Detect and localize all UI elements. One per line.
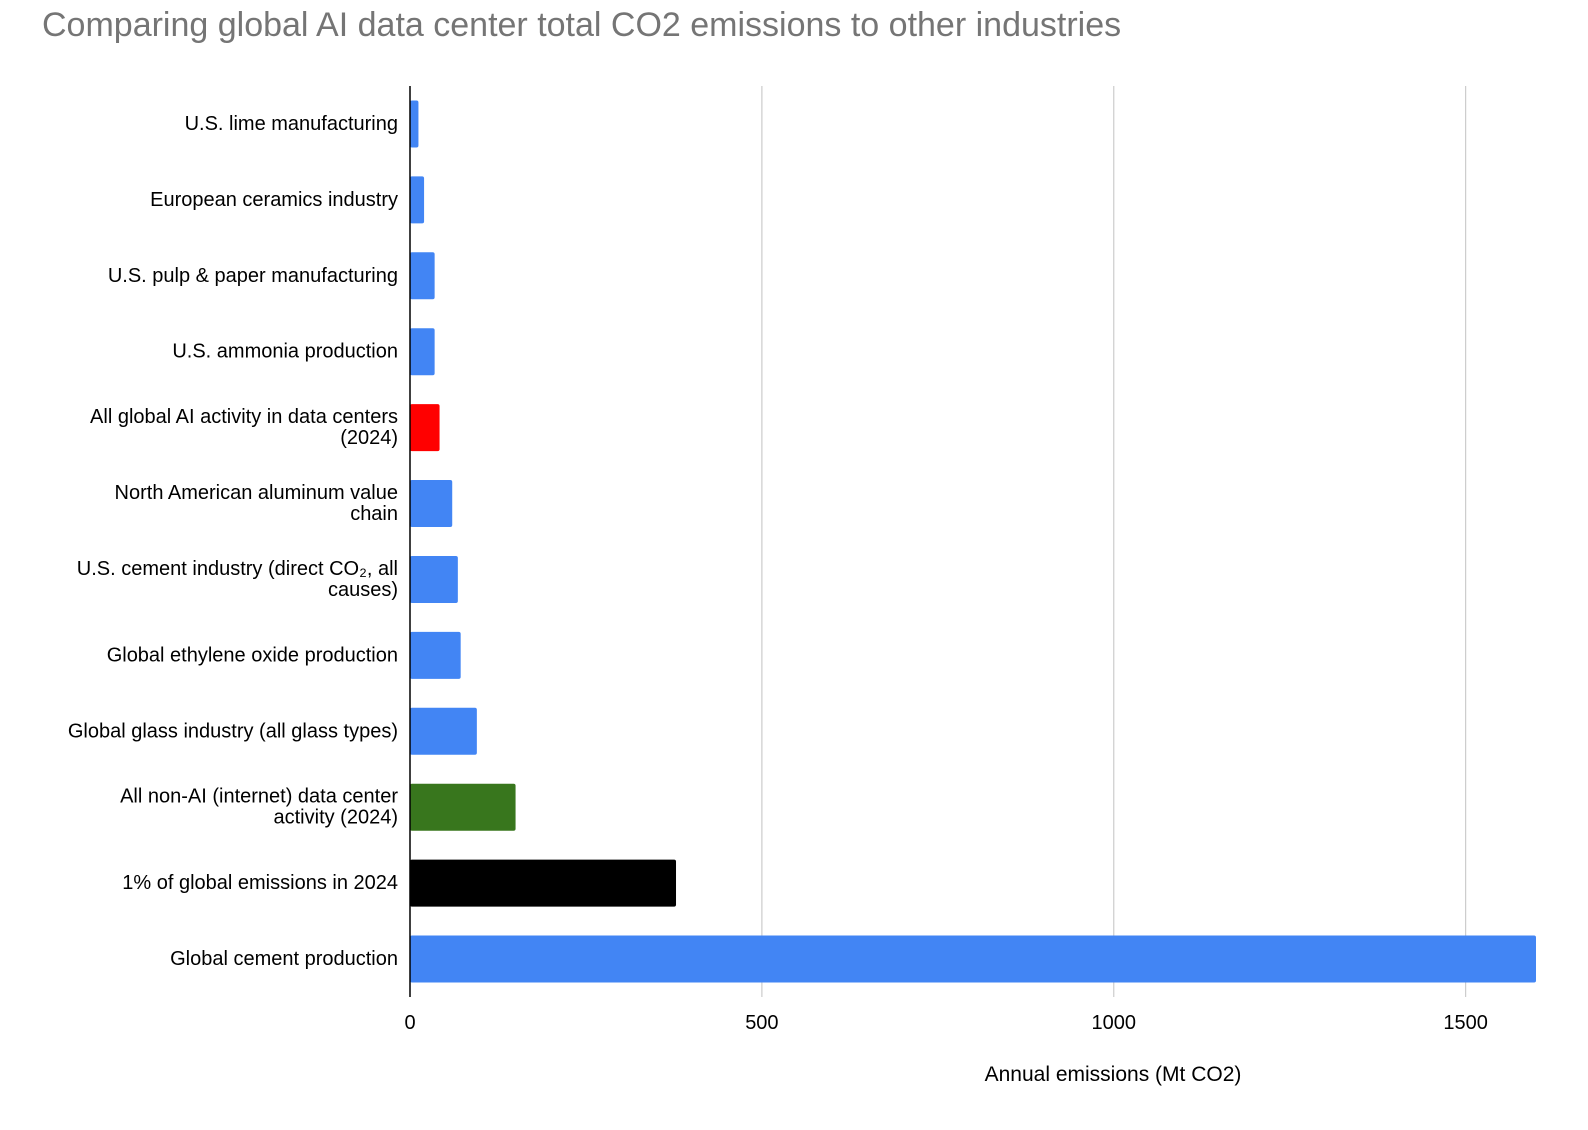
category-labels: U.S. lime manufacturing European ceramics… (68, 113, 398, 970)
bar (410, 252, 435, 300)
x-tick-label: 1500 (1443, 1012, 1488, 1034)
category-label: All non-AI (internet) data center (120, 786, 398, 808)
bar (410, 404, 440, 452)
category-label: Global cement production (170, 948, 398, 970)
bar (410, 176, 425, 224)
bar (410, 859, 677, 907)
bar (410, 100, 419, 148)
x-tick-label: 1000 (1092, 1012, 1137, 1034)
bar (410, 783, 516, 831)
gridlines (761, 86, 1467, 997)
category-label: U.S. cement industry (direct CO₂, all (77, 558, 398, 580)
category-label: Global glass industry (all glass types) (68, 720, 398, 742)
bar (410, 328, 435, 376)
category-label: 1% of global emissions in 2024 (122, 872, 398, 894)
bar (410, 480, 453, 528)
category-label: North American aluminum value (115, 482, 398, 504)
category-label: All global AI activity in data centers (90, 406, 398, 428)
category-label: (2024) (340, 427, 398, 449)
x-axis-ticks: 0 500 1000 1500 (404, 1012, 1487, 1034)
bar (410, 935, 1536, 983)
x-axis-title: Annual emissions (Mt CO2) (985, 1063, 1242, 1086)
category-label: U.S. lime manufacturing (185, 113, 398, 135)
category-label: U.S. pulp & paper manufacturing (108, 265, 398, 287)
category-label: activity (2024) (274, 807, 399, 829)
category-label: Global ethylene oxide production (107, 644, 398, 666)
category-label: causes) (328, 579, 398, 601)
category-label: European ceramics industry (150, 189, 398, 211)
bar (410, 555, 458, 603)
bar (410, 707, 477, 755)
bars (410, 100, 1536, 983)
category-label: U.S. ammonia production (172, 341, 398, 363)
category-label: chain (350, 503, 398, 525)
bar (410, 631, 461, 679)
chart-title: Comparing global AI data center total CO… (42, 6, 1122, 44)
x-tick-label: 0 (404, 1012, 415, 1034)
x-tick-label: 500 (745, 1012, 778, 1034)
